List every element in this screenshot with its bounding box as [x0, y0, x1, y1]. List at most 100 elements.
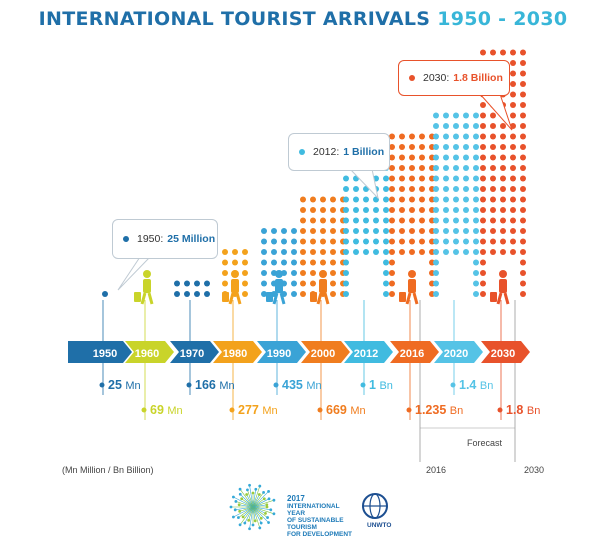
- dot: [389, 186, 395, 192]
- logo-line-3: OF SUSTAINABLE TOURISM: [287, 517, 344, 531]
- dot: [353, 249, 359, 255]
- dot: [490, 49, 496, 56]
- dot: [389, 280, 395, 287]
- dot: [453, 207, 459, 213]
- value-dot-1990: [273, 382, 279, 388]
- dot: [389, 217, 395, 224]
- traveler-leg: [323, 292, 330, 305]
- dot: [353, 207, 359, 213]
- logo-ray: [242, 506, 254, 518]
- logo-seed: [231, 515, 235, 519]
- dot: [433, 196, 439, 203]
- timeline-segment-2012: [344, 341, 393, 363]
- traveler-body: [319, 279, 327, 293]
- dot: [490, 238, 496, 245]
- dot: [300, 207, 306, 213]
- dot: [353, 228, 359, 234]
- dot: [399, 249, 405, 255]
- dot: [383, 175, 389, 182]
- dot: [419, 165, 425, 171]
- dot: [174, 291, 180, 297]
- dot: [343, 175, 349, 182]
- dot: [242, 259, 248, 266]
- dot: [300, 249, 306, 255]
- dot: [242, 291, 248, 297]
- value-label-1970: 166 Mn: [195, 378, 235, 392]
- logo-ray: [248, 506, 254, 521]
- dot: [433, 228, 439, 234]
- dot: [433, 154, 439, 161]
- traveler-leg: [228, 292, 235, 305]
- callout-1950-label: 1950:: [137, 233, 164, 245]
- dot: [363, 238, 369, 245]
- dot: [490, 154, 496, 161]
- dot: [443, 165, 449, 171]
- dot: [473, 217, 479, 224]
- dot: [232, 259, 238, 266]
- dot: [389, 196, 395, 203]
- dot: [490, 217, 496, 224]
- dot: [443, 133, 449, 140]
- dot: [271, 249, 277, 255]
- dot: [480, 154, 486, 161]
- dot: [520, 91, 526, 98]
- logo-seed: [258, 484, 262, 488]
- dot: [473, 249, 479, 255]
- logo-ray: [252, 506, 269, 523]
- range-end-label: 2030: [524, 465, 545, 475]
- dot: [330, 196, 336, 203]
- dot: [480, 280, 486, 287]
- dot: [520, 154, 526, 161]
- year-of-tourism-logo-text: 2017 INTERNATIONAL YEAR OF SUSTAINABLE T…: [287, 494, 357, 538]
- dot: [520, 238, 526, 245]
- title-main: INTERNATIONAL TOURIST ARRIVALS: [38, 8, 431, 30]
- dot: [453, 123, 459, 129]
- dot: [473, 280, 479, 287]
- logo-line-4: FOR DEVELOPMENT: [287, 531, 353, 538]
- dot: [443, 175, 449, 182]
- logo-ray: [247, 489, 254, 508]
- logo-ray: [252, 498, 270, 508]
- dot: [463, 217, 469, 224]
- dot: [463, 133, 469, 140]
- dot: [453, 165, 459, 171]
- dot: [383, 259, 389, 266]
- traveler-leg: [496, 292, 503, 305]
- suitcase: [399, 292, 406, 302]
- dot: [271, 228, 277, 234]
- dot: [463, 186, 469, 192]
- logo-ray: [239, 506, 254, 512]
- dot: [520, 217, 526, 224]
- dot: [419, 217, 425, 224]
- logo-ray: [249, 485, 254, 508]
- dot: [473, 186, 479, 192]
- dot: [520, 102, 526, 108]
- dot: [399, 154, 405, 161]
- dot: [343, 291, 349, 297]
- dot: [419, 186, 425, 192]
- dot: [500, 186, 506, 192]
- dot: [520, 175, 526, 182]
- dot: [363, 228, 369, 234]
- dot: [473, 133, 479, 140]
- dot: [343, 270, 349, 276]
- dot: [510, 102, 516, 108]
- timeline-segment-1980: [213, 341, 262, 363]
- traveler-icon-1990: [266, 270, 286, 305]
- dot: [490, 144, 496, 150]
- dot: [291, 238, 297, 245]
- callout-1950: 1950: 25 Million: [112, 219, 218, 259]
- dot: [261, 280, 267, 287]
- logo-seed: [254, 487, 258, 491]
- dot: [281, 249, 287, 255]
- dot: [353, 238, 359, 245]
- dot: [520, 112, 526, 119]
- logo-ray: [239, 504, 254, 508]
- timeline-segment-1950: [68, 341, 132, 363]
- dot: [300, 291, 306, 297]
- dot: [490, 228, 496, 234]
- dot: [463, 175, 469, 182]
- logo-seed: [248, 527, 251, 531]
- dot: [409, 154, 415, 161]
- dot: [520, 123, 526, 129]
